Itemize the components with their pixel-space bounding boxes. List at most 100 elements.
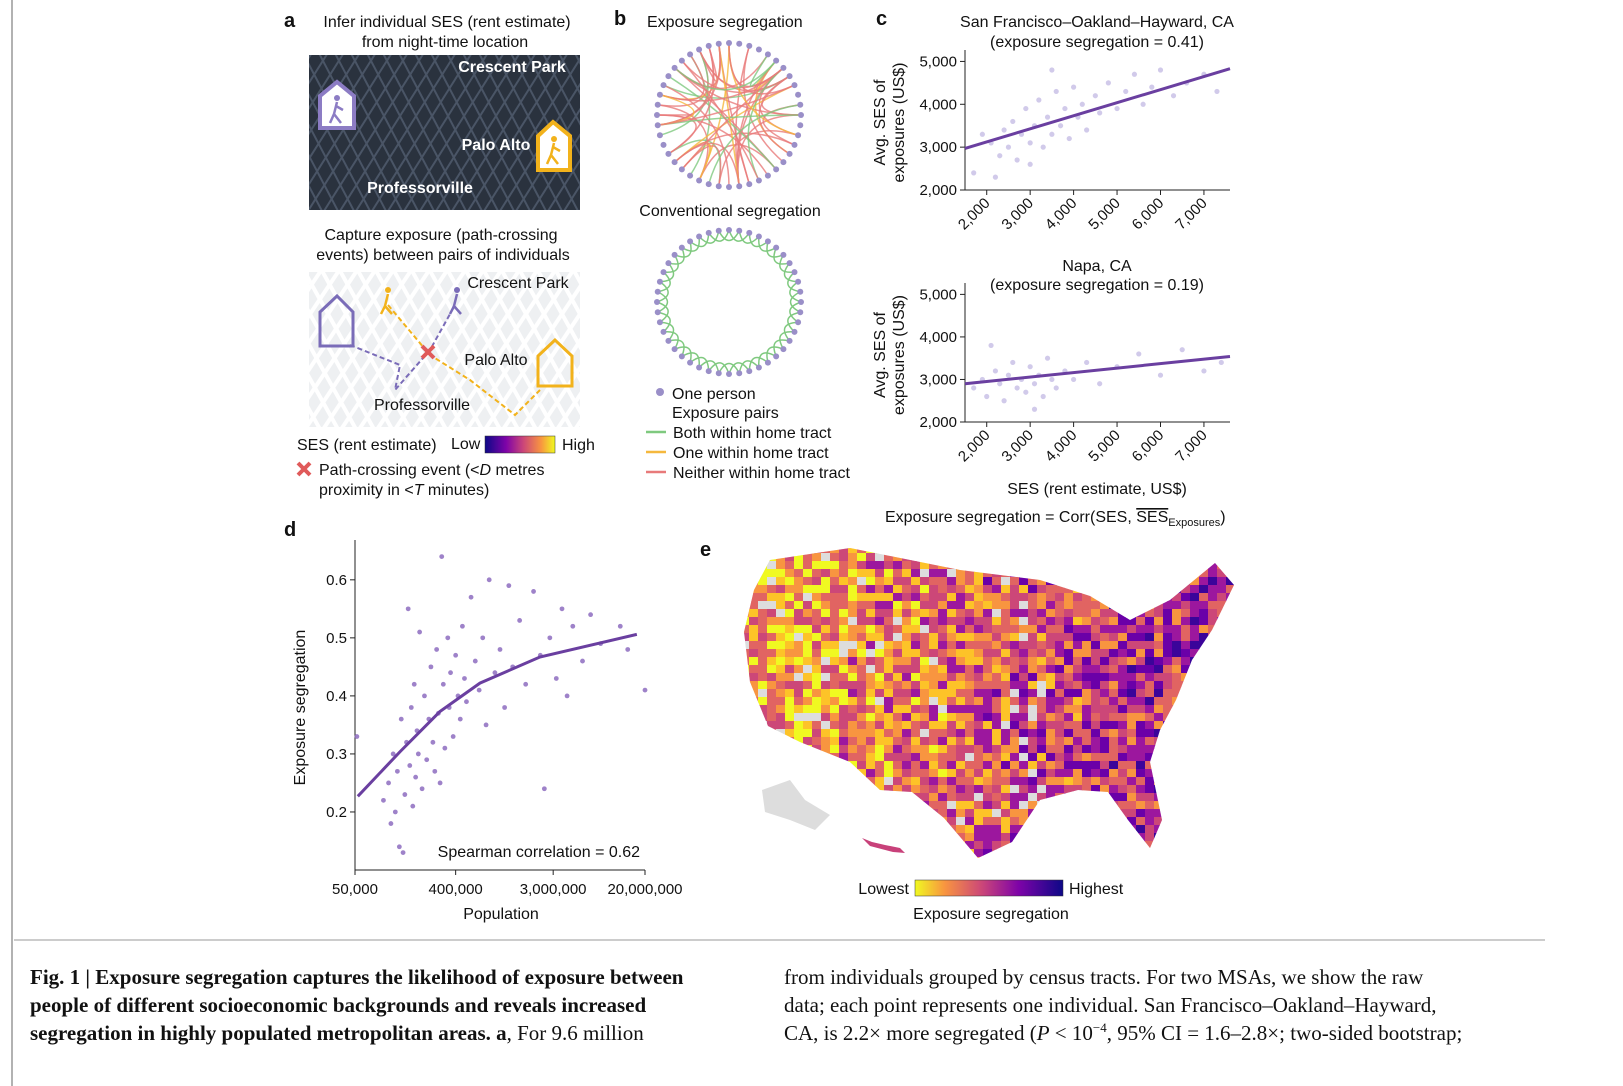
county	[1055, 617, 1065, 626]
county	[1091, 649, 1101, 658]
county	[803, 633, 813, 642]
county	[767, 641, 777, 650]
county	[1001, 689, 1011, 698]
county	[821, 777, 831, 786]
county	[1064, 713, 1074, 722]
county	[1136, 673, 1146, 682]
county	[785, 713, 795, 722]
county	[1190, 833, 1200, 842]
county	[1163, 793, 1173, 802]
county	[1046, 809, 1056, 818]
text-part: Fig. 1 | Exposure segregation captures t…	[30, 965, 684, 989]
county	[929, 849, 939, 858]
person-dot	[678, 353, 685, 360]
county	[848, 705, 858, 714]
point	[1071, 376, 1077, 383]
county	[1073, 745, 1083, 754]
county	[1235, 801, 1245, 810]
county	[776, 737, 786, 746]
county	[1235, 817, 1245, 826]
county	[749, 833, 759, 842]
county	[1118, 817, 1128, 826]
county	[1226, 801, 1234, 810]
county	[875, 777, 885, 786]
county	[983, 625, 993, 634]
person-dot	[773, 166, 780, 173]
county	[1199, 665, 1209, 674]
county	[1163, 649, 1173, 658]
county	[830, 817, 840, 826]
pair-edge	[657, 84, 795, 126]
street	[392, 272, 484, 427]
county	[1118, 649, 1128, 658]
county	[1118, 713, 1128, 722]
county	[1199, 761, 1209, 770]
county	[830, 617, 840, 626]
county	[1235, 745, 1245, 754]
county	[830, 673, 840, 682]
county	[1118, 625, 1128, 634]
pair-edge	[766, 241, 784, 258]
county	[839, 729, 849, 738]
county	[1037, 548, 1047, 554]
county	[1136, 649, 1146, 658]
county	[1055, 777, 1065, 786]
chart-title: San Francisco–Oakland–Hayward, CA	[960, 14, 1234, 31]
county	[1100, 689, 1110, 698]
person-dot	[660, 269, 667, 276]
county	[1010, 625, 1020, 634]
county	[1046, 641, 1056, 650]
county	[1010, 609, 1020, 618]
county	[821, 553, 831, 562]
point	[1053, 88, 1059, 95]
county	[929, 713, 939, 722]
person-dot	[671, 64, 678, 71]
county	[1037, 585, 1047, 594]
house-icon	[536, 337, 574, 388]
point	[502, 705, 508, 710]
county	[1145, 649, 1155, 658]
county	[1037, 777, 1047, 786]
county	[1037, 849, 1047, 858]
county	[1154, 785, 1164, 794]
county	[1136, 705, 1146, 714]
county	[1028, 697, 1038, 706]
county	[956, 548, 966, 554]
county	[821, 857, 831, 858]
legend-label: Path-crossing event (<D metres	[319, 462, 544, 479]
county	[758, 745, 768, 754]
person-dot	[798, 299, 804, 305]
panel-label: a	[284, 10, 296, 32]
county	[1154, 548, 1164, 554]
county	[1172, 857, 1182, 858]
county	[1001, 548, 1011, 554]
county	[1217, 633, 1227, 642]
county	[1136, 561, 1146, 570]
county	[902, 761, 912, 770]
pair-edge	[674, 60, 777, 91]
county	[1073, 833, 1083, 842]
county	[920, 825, 930, 834]
county	[1001, 593, 1011, 602]
county	[749, 713, 759, 722]
county	[776, 609, 786, 618]
county	[1037, 769, 1047, 778]
county	[929, 649, 939, 658]
county	[1217, 657, 1227, 666]
county	[821, 769, 831, 778]
county	[974, 721, 984, 730]
county	[1109, 721, 1119, 730]
county	[1100, 553, 1110, 562]
county	[785, 745, 795, 754]
county	[1073, 753, 1083, 762]
county	[794, 569, 804, 578]
pair-edge	[783, 262, 799, 283]
county	[902, 609, 912, 618]
y-tick-label: 0.4	[326, 688, 347, 705]
county	[1190, 793, 1200, 802]
county	[1046, 553, 1056, 562]
county	[1172, 633, 1182, 642]
county	[794, 761, 804, 770]
county	[911, 769, 921, 778]
point	[1071, 84, 1077, 90]
